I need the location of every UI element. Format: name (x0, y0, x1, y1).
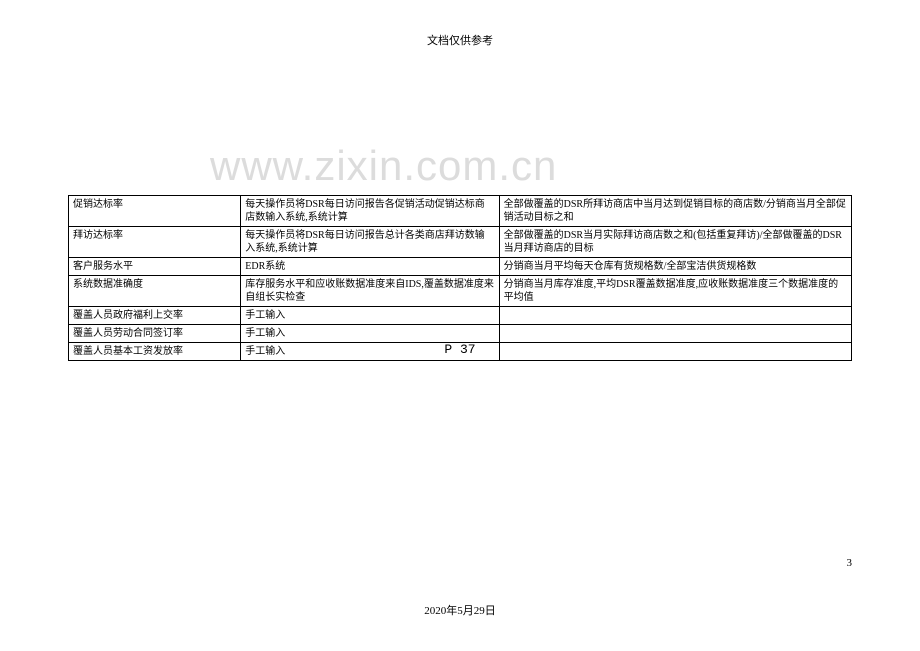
cell-metric: 系统数据准确度 (69, 276, 241, 307)
cell-metric: 覆盖人员劳动合同签订率 (69, 325, 241, 343)
cell-method: 库存服务水平和应收账数据准度来自IDS,覆盖数据准度来自组长实检查 (241, 276, 499, 307)
cell-metric: 拜访达标率 (69, 227, 241, 258)
table-row: 覆盖人员基本工资发放率 手工输入 (69, 343, 852, 361)
cell-formula: 分销商当月库存准度,平均DSR覆盖数据准度,应收账数据准度三个数据准度的平均值 (499, 276, 851, 307)
cell-method: EDR系统 (241, 258, 499, 276)
table-row: 拜访达标率 每天操作员将DSR每日访问报告总计各类商店拜访数输入系统,系统计算 … (69, 227, 852, 258)
cell-method: 手工输入 (241, 343, 499, 361)
cell-formula: 分销商当月平均每天仓库有货规格数/全部宝洁供货规格数 (499, 258, 851, 276)
main-table-container: 促销达标率 每天操作员将DSR每日访问报告各促销活动促销达标商店数输入系统,系统… (68, 195, 852, 361)
cell-metric: 促销达标率 (69, 196, 241, 227)
cell-method: 每天操作员将DSR每日访问报告总计各类商店拜访数输入系统,系统计算 (241, 227, 499, 258)
metrics-table: 促销达标率 每天操作员将DSR每日访问报告各促销活动促销达标商店数输入系统,系统… (68, 195, 852, 361)
table-row: 客户服务水平 EDR系统 分销商当月平均每天仓库有货规格数/全部宝洁供货规格数 (69, 258, 852, 276)
page-number: 3 (847, 557, 853, 569)
cell-formula (499, 343, 851, 361)
table-row: 促销达标率 每天操作员将DSR每日访问报告各促销活动促销达标商店数输入系统,系统… (69, 196, 852, 227)
cell-method: 手工输入 (241, 307, 499, 325)
table-row: 覆盖人员劳动合同签订率 手工输入 (69, 325, 852, 343)
cell-formula (499, 307, 851, 325)
cell-method: 每天操作员将DSR每日访问报告各促销活动促销达标商店数输入系统,系统计算 (241, 196, 499, 227)
footer-date: 2020年5月29日 (424, 602, 496, 618)
cell-formula: 全部做覆盖的DSR所拜访商店中当月达到促销目标的商店数/分销商当月全部促销活动目… (499, 196, 851, 227)
table-row: 覆盖人员政府福利上交率 手工输入 (69, 307, 852, 325)
watermark-text: www.zixin.com.cn (210, 142, 557, 190)
cell-metric: 覆盖人员政府福利上交率 (69, 307, 241, 325)
cell-formula (499, 325, 851, 343)
cell-formula: 全部做覆盖的DSR当月实际拜访商店数之和(包括重复拜访)/全部做覆盖的DSR当月… (499, 227, 851, 258)
header-title: 文档仅供参考 (427, 32, 493, 48)
cell-metric: 覆盖人员基本工资发放率 (69, 343, 241, 361)
cell-method: 手工输入 (241, 325, 499, 343)
table-row: 系统数据准确度 库存服务水平和应收账数据准度来自IDS,覆盖数据准度来自组长实检… (69, 276, 852, 307)
cell-metric: 客户服务水平 (69, 258, 241, 276)
